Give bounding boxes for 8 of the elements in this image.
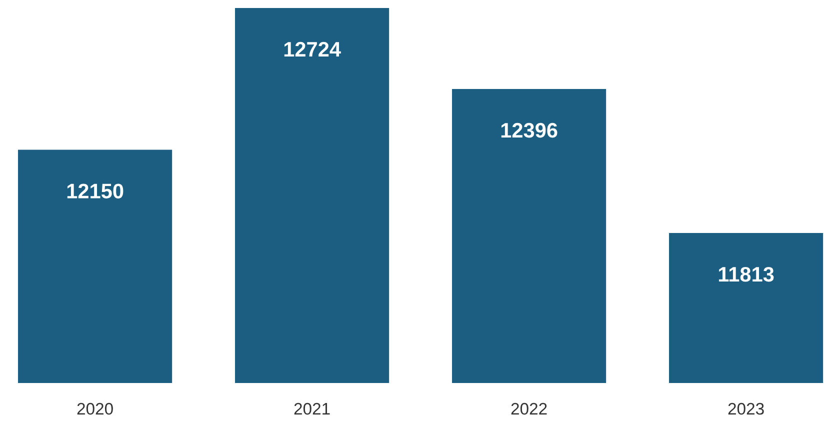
data-label: 12150 [67,184,124,198]
data-label: 12724 [284,42,341,56]
data-label: 12396 [501,122,558,138]
data-label: 11813 [718,266,774,282]
x-tick-label: 2023 [728,402,764,415]
x-tick-label: 2022 [511,402,547,415]
x-tick-label: 2021 [294,402,330,415]
x-tick-label: 2020 [77,402,113,415]
